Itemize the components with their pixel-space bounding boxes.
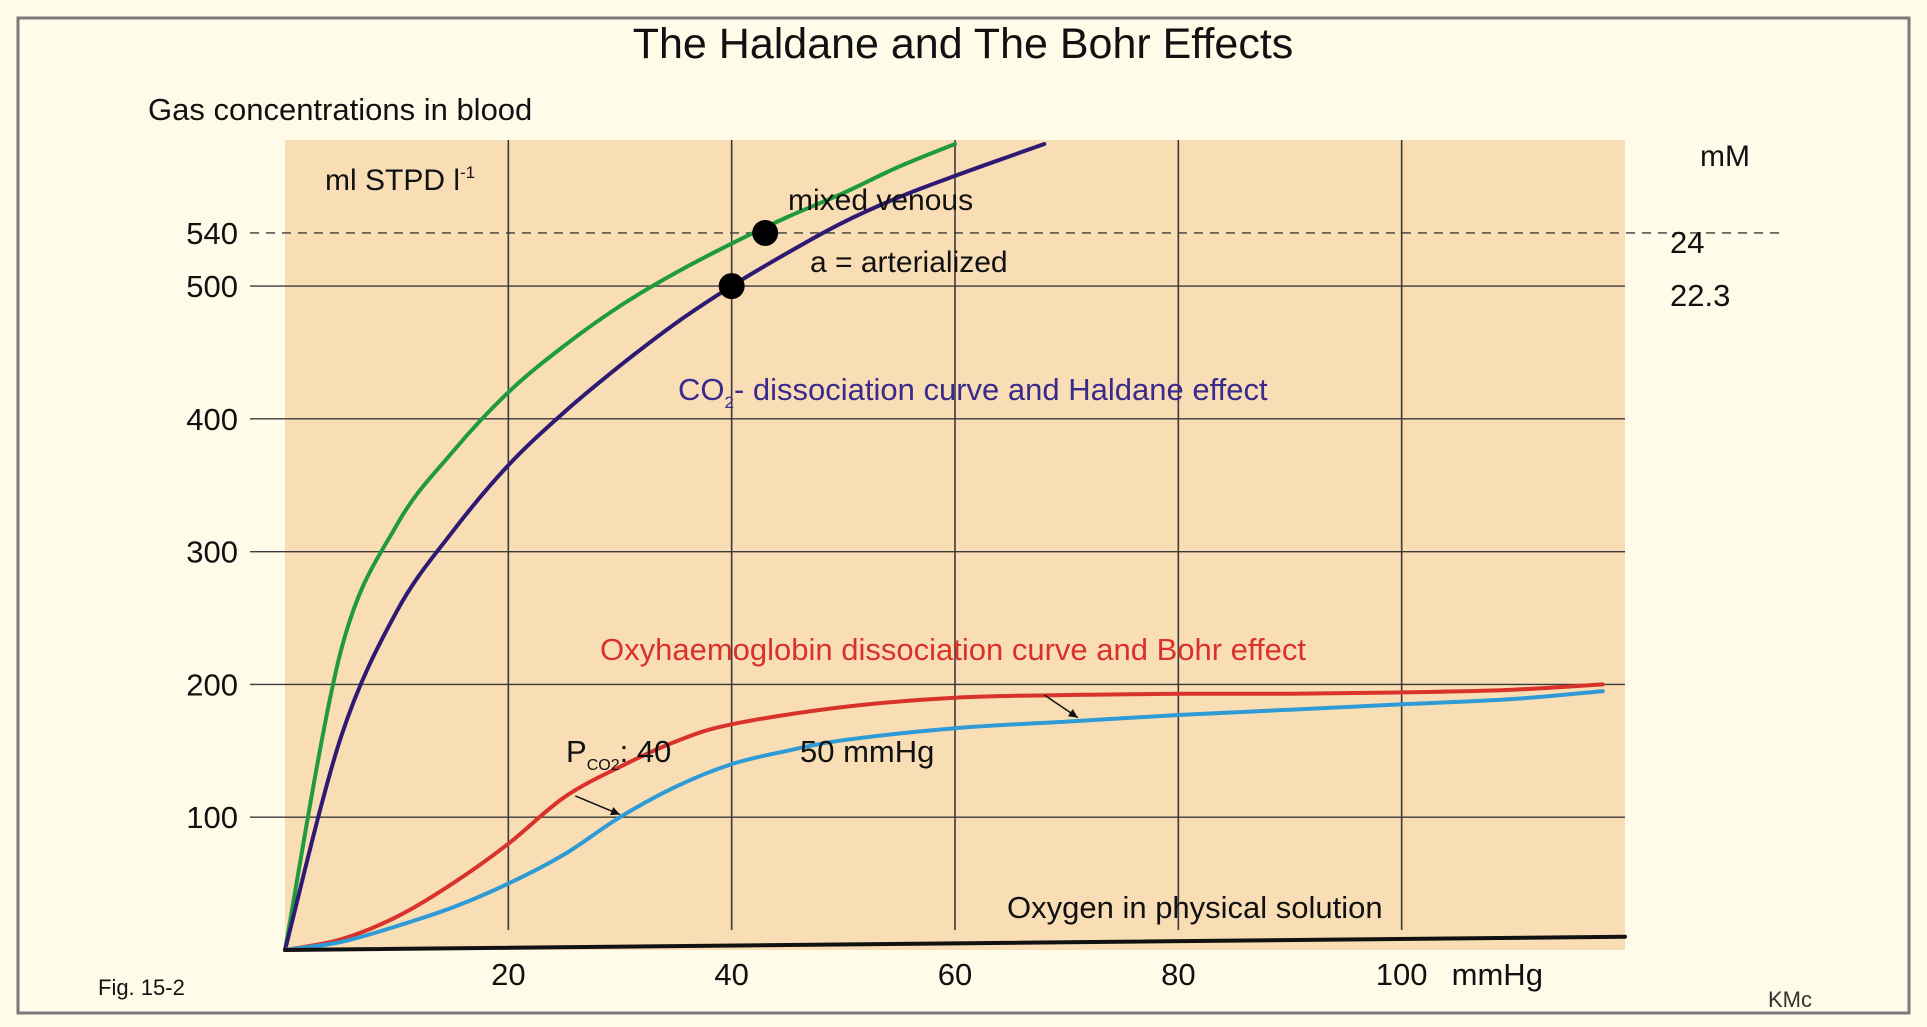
pointer-arrow-left-head: [610, 807, 620, 816]
x-tick-label-100: 100: [1376, 957, 1428, 992]
co2-curve-rest: - dissociation curve and Haldane effect: [734, 372, 1268, 407]
label-mixed-venous: mixed venous: [788, 184, 973, 217]
label-co2-curve: CO2- dissociation curve and Haldane effe…: [678, 372, 1268, 412]
y-unit-left-sup: -1: [460, 163, 475, 182]
x-unit-label: mmHg: [1452, 957, 1543, 992]
x-tick-label-80: 80: [1161, 957, 1195, 992]
label-pco2-50: 50 mmHg: [800, 734, 934, 769]
pco2-40-value: : 40: [620, 734, 672, 769]
curve-hbo2_pco2_40: [283, 682, 1605, 952]
x-tick-label-60: 60: [938, 957, 972, 992]
co2-text: CO: [678, 372, 725, 407]
point-arterialized: [718, 273, 745, 300]
chart-title: The Haldane and The Bohr Effects: [633, 20, 1294, 68]
y-tick-label-300: 300: [186, 535, 238, 570]
credit-label: KMc: [1768, 987, 1812, 1012]
y-right-tick-label-500: 22.3: [1670, 278, 1730, 313]
co2-subscript: 2: [725, 393, 734, 412]
y-tick-label-100: 100: [186, 800, 238, 835]
y-tick-label-400: 400: [186, 402, 238, 437]
pointer-arrow-right-head: [1067, 708, 1078, 718]
label-o2-curve: Oxyhaemoglobin dissociation curve and Bo…: [600, 632, 1306, 667]
curve-o2_physical_solution: [283, 934, 1627, 952]
grid-lines: [250, 140, 1780, 930]
curve-hbo2_pco2_50: [283, 689, 1605, 952]
label-arterialized: a = arterialized: [810, 246, 1008, 279]
pco2-subscript: CO2: [587, 757, 620, 774]
label-physical-solution: Oxygen in physical solution: [1007, 890, 1383, 925]
pco2-text: P: [566, 734, 587, 769]
data-points: [718, 219, 779, 300]
y-unit-left: ml STPD l-1: [325, 163, 475, 197]
point-mixed_venous: [752, 219, 779, 246]
curve-co2_deoxygenated: [283, 142, 957, 952]
figure-label: Fig. 15-2: [98, 975, 185, 1000]
y-unit-right: mM: [1700, 140, 1750, 173]
x-tick-label-20: 20: [491, 957, 525, 992]
curves: [283, 142, 1627, 952]
y-tick-label-200: 200: [186, 667, 238, 702]
label-pco2-40: PCO2: 40: [566, 734, 671, 774]
y-axis-title: Gas concentrations in blood: [148, 92, 532, 127]
curve-co2_oxygenated: [283, 142, 1047, 952]
y-tick-label-500: 500: [186, 269, 238, 304]
tick-labels: 20 40 60 80 100 mmHg 100 200 300 400 500 540 22.3 24: [186, 216, 1730, 992]
y-unit-left-text: ml STPD l: [325, 164, 460, 197]
x-tick-label-40: 40: [714, 957, 748, 992]
y-right-tick-label-540: 24: [1670, 225, 1704, 260]
y-tick-label-540: 540: [186, 216, 238, 251]
